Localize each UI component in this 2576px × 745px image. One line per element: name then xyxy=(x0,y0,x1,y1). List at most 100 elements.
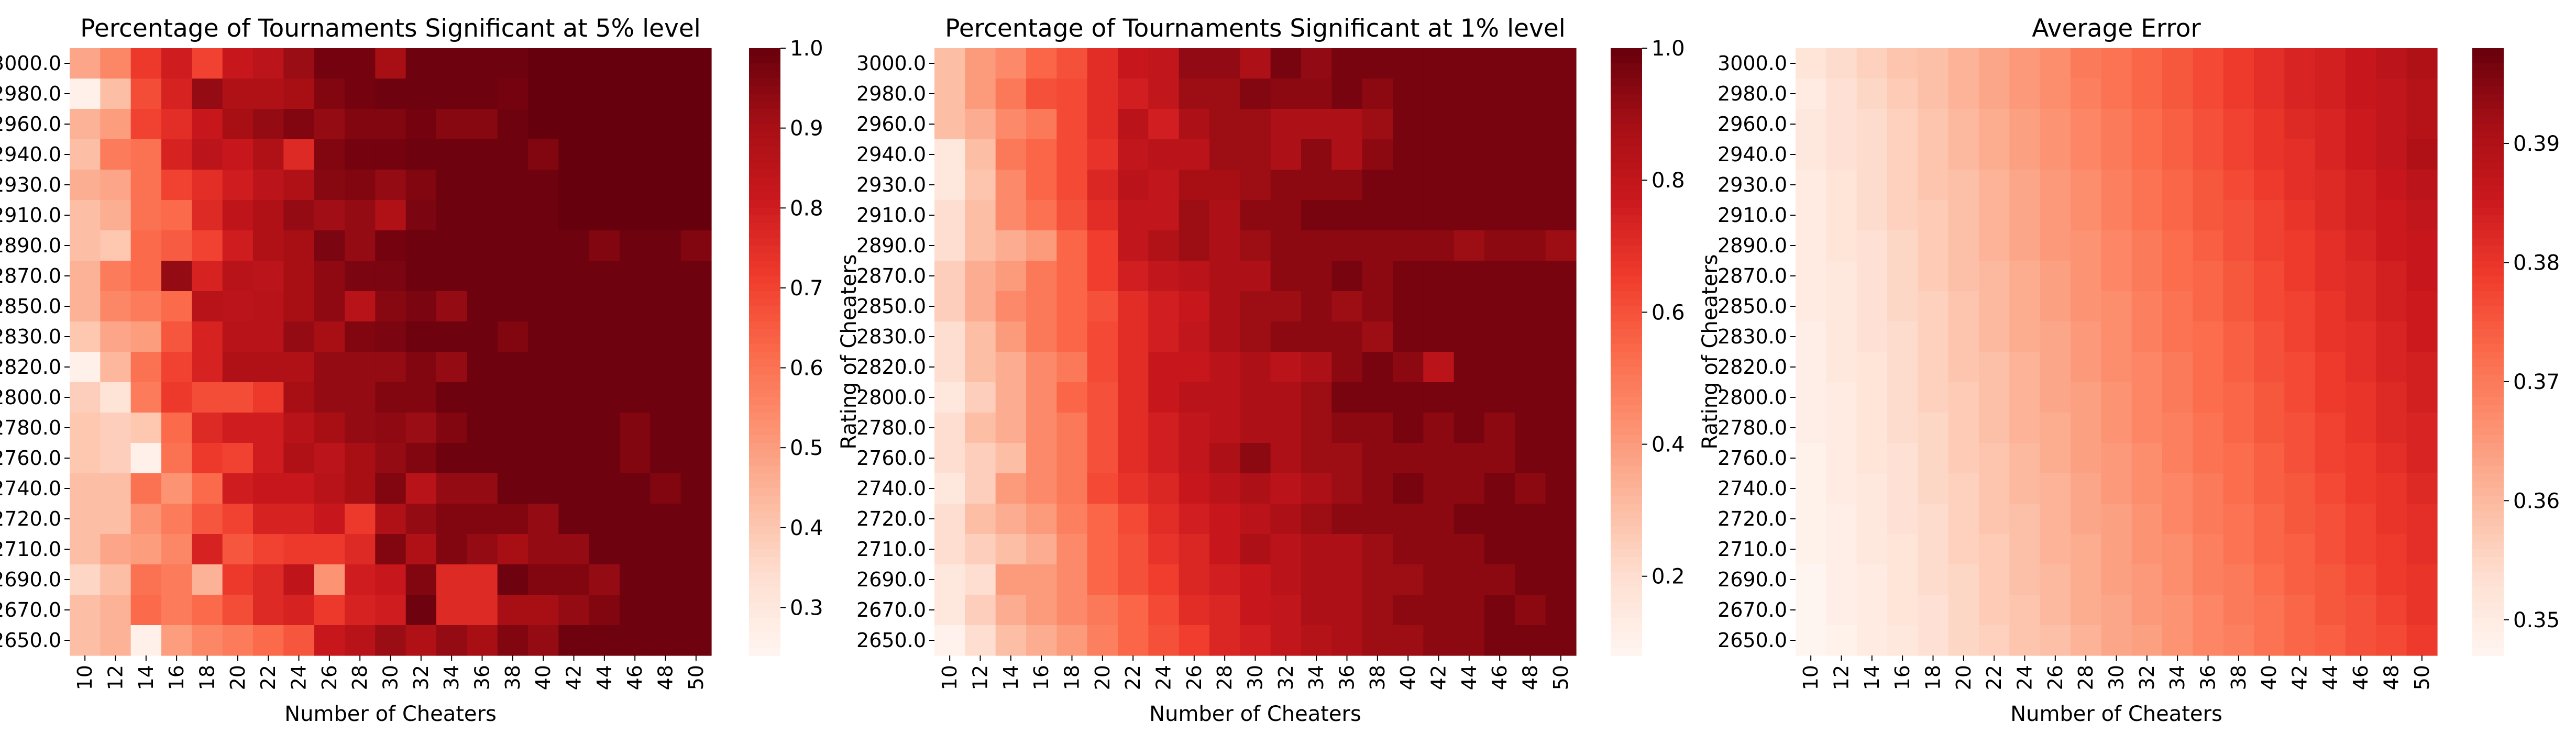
colorbar-segment xyxy=(749,170,780,178)
heatmap-cell xyxy=(2406,473,2438,504)
colorbar-segment xyxy=(1611,549,1642,558)
heatmap-cell xyxy=(1484,564,1515,595)
heatmap-cell xyxy=(314,534,345,565)
heatmap-cell xyxy=(650,261,681,292)
heatmap-cell xyxy=(1796,200,1826,231)
heatmap-cell xyxy=(1948,321,1979,352)
heatmap-cell xyxy=(1918,595,1949,626)
colorbar-segment xyxy=(2472,557,2504,565)
heatmap-cell xyxy=(2284,382,2316,413)
heatmap-cell xyxy=(2071,230,2101,261)
heatmap-cell xyxy=(192,79,223,109)
heatmap-cell xyxy=(2162,109,2193,140)
heatmap-cell xyxy=(1918,352,1949,383)
heatmap-cell xyxy=(2406,79,2438,109)
heatmap-cell xyxy=(130,230,162,261)
colorbar-segment xyxy=(749,261,780,269)
y-tick-label: 2820.0 xyxy=(0,355,61,379)
colorbar-segment xyxy=(2472,359,2504,368)
heatmap-cell xyxy=(1515,291,1546,322)
heatmap-cell xyxy=(1179,261,1210,292)
heatmap-cell xyxy=(1423,200,1455,231)
heatmap-cell xyxy=(345,382,376,413)
heatmap-cell xyxy=(253,443,284,474)
heatmap-cell xyxy=(253,109,284,140)
heatmap-cell xyxy=(995,352,1027,383)
heatmap-cell xyxy=(650,413,681,443)
colorbar-segment xyxy=(2472,374,2504,383)
heatmap-cell xyxy=(1393,625,1424,656)
x-tick-label: 20 xyxy=(1091,665,1114,690)
heatmap-cell xyxy=(1796,534,1826,565)
heatmap-cell xyxy=(1918,230,1949,261)
heatmap-cell xyxy=(1240,352,1271,383)
heatmap-cell xyxy=(1918,382,1949,413)
heatmap-cell xyxy=(467,230,498,261)
heatmap-cell xyxy=(1148,352,1180,383)
heatmap-cell xyxy=(283,352,315,383)
heatmap-cell xyxy=(1026,291,1057,322)
heatmap-cell xyxy=(1056,79,1088,109)
heatmap-cell xyxy=(436,170,467,201)
x-tick-label: 32 xyxy=(410,665,433,690)
heatmap-cell xyxy=(2223,413,2254,443)
heatmap-cell xyxy=(1362,564,1393,595)
x-tick-label: 22 xyxy=(1121,665,1144,690)
heatmap-cell xyxy=(995,413,1027,443)
colorbar-segment xyxy=(2472,595,2504,603)
heatmap-cell xyxy=(1826,473,1857,504)
heatmap-cell xyxy=(2346,170,2376,201)
colorbar-segment xyxy=(749,632,780,641)
heatmap-cell xyxy=(130,291,162,322)
heatmap-cell xyxy=(1148,534,1180,565)
heatmap-cell xyxy=(192,595,223,626)
colorbar-segment xyxy=(2472,519,2504,527)
heatmap-cell xyxy=(497,625,529,656)
heatmap-cell xyxy=(1270,473,1302,504)
heatmap-cell xyxy=(2376,170,2407,201)
heatmap-cell xyxy=(1826,109,1857,140)
heatmap-cell xyxy=(1545,443,1577,474)
heatmap-cell xyxy=(620,595,651,626)
heatmap-cell xyxy=(375,625,406,656)
heatmap-cell xyxy=(558,200,590,231)
heatmap-cell xyxy=(2315,534,2346,565)
heatmap-cell xyxy=(2071,321,2101,352)
heatmap-cell xyxy=(2193,291,2224,322)
colorbar-tick-label: 1.0 xyxy=(1652,37,1685,61)
heatmap-cell xyxy=(2131,261,2163,292)
heatmap-cell xyxy=(130,504,162,535)
heatmap-cell xyxy=(1948,79,1979,109)
heatmap-cell xyxy=(2376,79,2407,109)
heatmap-cell xyxy=(1887,595,1918,626)
heatmap-cell xyxy=(1826,79,1857,109)
x-tick-label: 28 xyxy=(348,665,371,690)
heatmap-cell xyxy=(1887,382,1918,413)
colorbar-segment xyxy=(2472,306,2504,315)
heatmap-cell xyxy=(130,139,162,170)
heatmap-cell xyxy=(528,595,559,626)
heatmap-cell xyxy=(2284,595,2316,626)
heatmap-cell xyxy=(1484,413,1515,443)
heatmap-cell xyxy=(1887,473,1918,504)
heatmap-cell xyxy=(1209,352,1240,383)
heatmap-cell xyxy=(2223,443,2254,474)
heatmap-cell xyxy=(192,473,223,504)
colorbar-segment xyxy=(749,473,780,482)
heatmap-cell xyxy=(1515,48,1546,79)
heatmap-cell xyxy=(1423,443,1455,474)
heatmap-cell xyxy=(528,564,559,595)
heatmap-cell xyxy=(314,473,345,504)
heatmap-cell xyxy=(70,382,101,413)
heatmap-cell xyxy=(680,48,712,79)
heatmap-cell xyxy=(283,413,315,443)
colorbar-segment xyxy=(749,519,780,527)
heatmap-cell xyxy=(934,625,965,656)
heatmap-cell xyxy=(2131,48,2163,79)
heatmap-cell xyxy=(1454,139,1485,170)
heatmap-cell xyxy=(2376,352,2407,383)
heatmap-cell xyxy=(1301,413,1332,443)
heatmap-cell xyxy=(934,595,965,626)
y-tick-label: 2910.0 xyxy=(1718,204,1787,227)
colorbar-segment xyxy=(749,306,780,315)
